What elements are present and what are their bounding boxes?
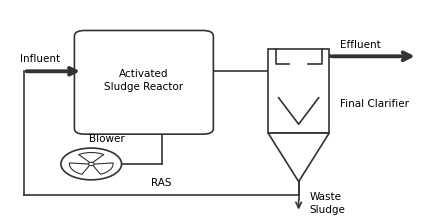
Text: Activated
Sludge Reactor: Activated Sludge Reactor bbox=[104, 69, 183, 92]
Text: Final Clarifier: Final Clarifier bbox=[339, 99, 408, 109]
Text: RAS: RAS bbox=[151, 178, 171, 188]
Polygon shape bbox=[78, 153, 104, 163]
FancyBboxPatch shape bbox=[74, 30, 213, 134]
Text: Effluent: Effluent bbox=[339, 40, 380, 50]
Polygon shape bbox=[69, 163, 89, 174]
Circle shape bbox=[88, 162, 94, 166]
Polygon shape bbox=[92, 163, 113, 174]
Text: Blower: Blower bbox=[89, 134, 124, 144]
Text: Influent: Influent bbox=[20, 54, 60, 63]
Bar bbox=[268, 49, 328, 133]
Text: Waste
Sludge: Waste Sludge bbox=[308, 192, 344, 215]
Polygon shape bbox=[268, 133, 328, 182]
Circle shape bbox=[61, 148, 121, 180]
